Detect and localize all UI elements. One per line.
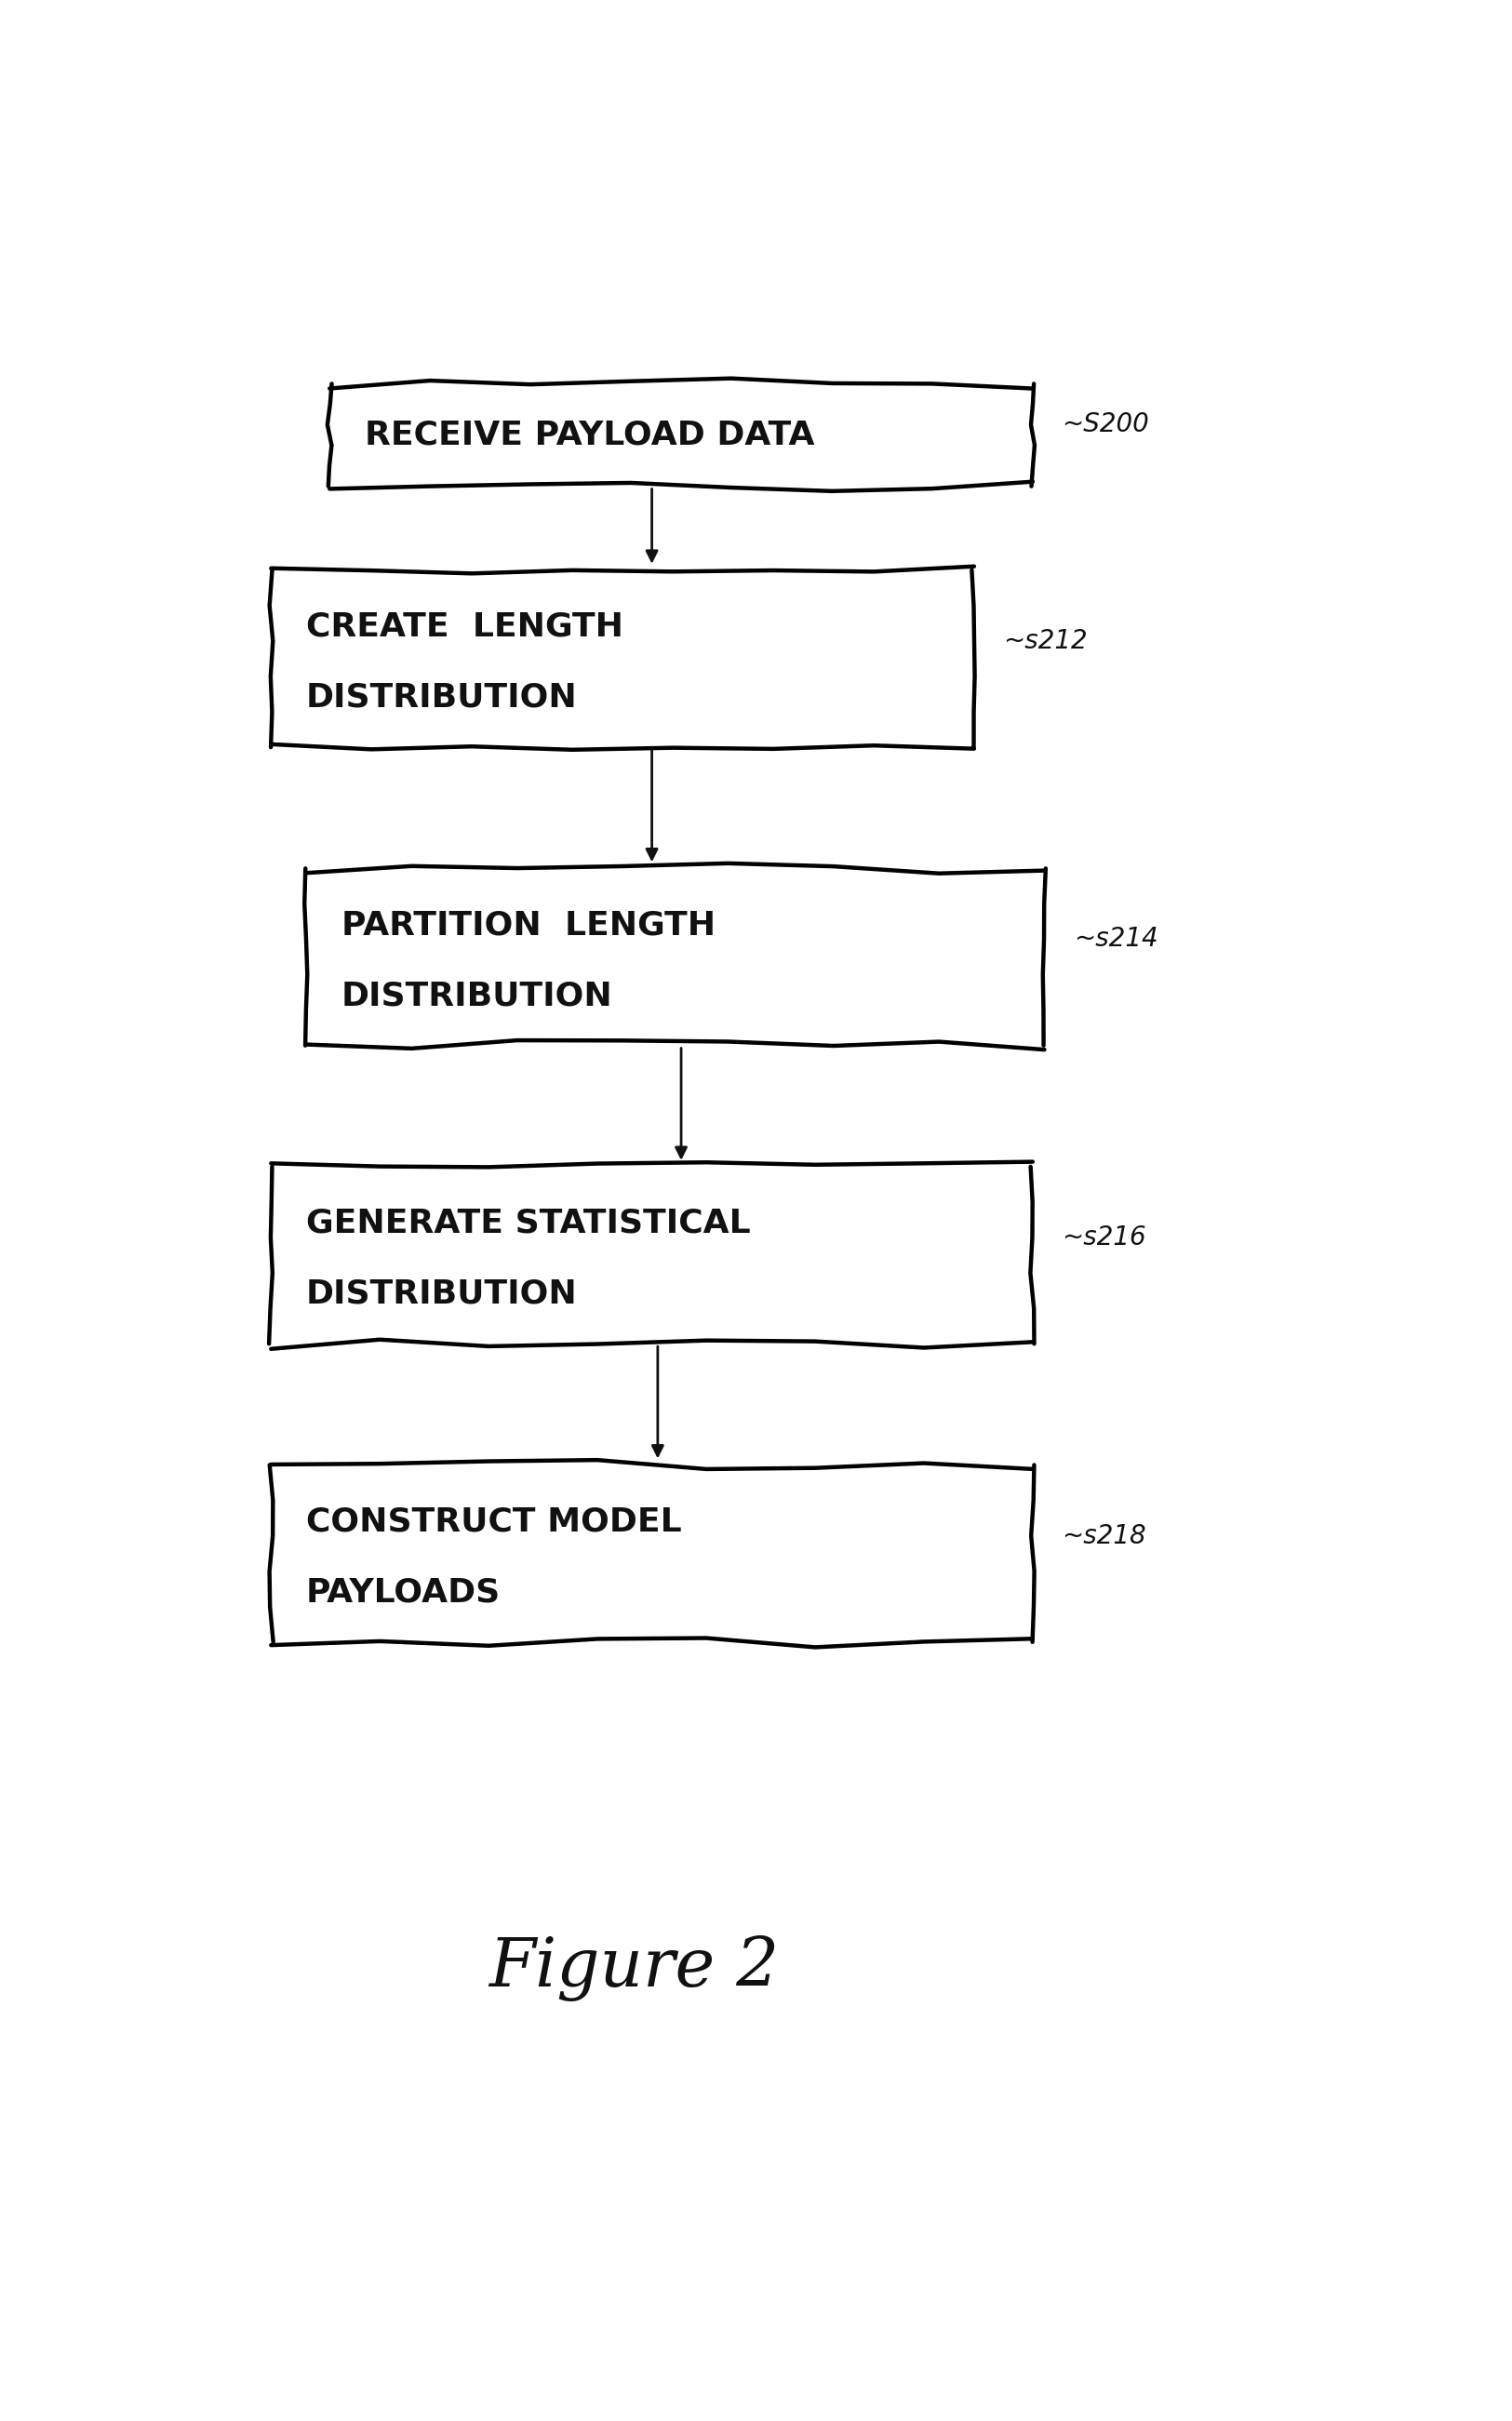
Text: PAYLOADS: PAYLOADS bbox=[305, 1576, 500, 1608]
Text: CONSTRUCT MODEL: CONSTRUCT MODEL bbox=[305, 1506, 682, 1537]
Text: DISTRIBUTION: DISTRIBUTION bbox=[342, 981, 612, 1012]
Text: ~s216: ~s216 bbox=[1061, 1225, 1146, 1252]
Text: DISTRIBUTION: DISTRIBUTION bbox=[305, 683, 578, 714]
Text: ~s212: ~s212 bbox=[1004, 627, 1087, 654]
Text: ~s218: ~s218 bbox=[1061, 1523, 1146, 1549]
Text: ~S200: ~S200 bbox=[1061, 412, 1149, 438]
Text: Figure 2: Figure 2 bbox=[488, 1934, 780, 2002]
Text: PARTITION  LENGTH: PARTITION LENGTH bbox=[342, 910, 715, 942]
Text: ~s214: ~s214 bbox=[1074, 927, 1158, 951]
Text: DISTRIBUTION: DISTRIBUTION bbox=[305, 1278, 578, 1310]
Text: CREATE  LENGTH: CREATE LENGTH bbox=[305, 610, 623, 642]
Text: RECEIVE PAYLOAD DATA: RECEIVE PAYLOAD DATA bbox=[364, 419, 815, 450]
Text: GENERATE STATISTICAL: GENERATE STATISTICAL bbox=[305, 1208, 750, 1240]
